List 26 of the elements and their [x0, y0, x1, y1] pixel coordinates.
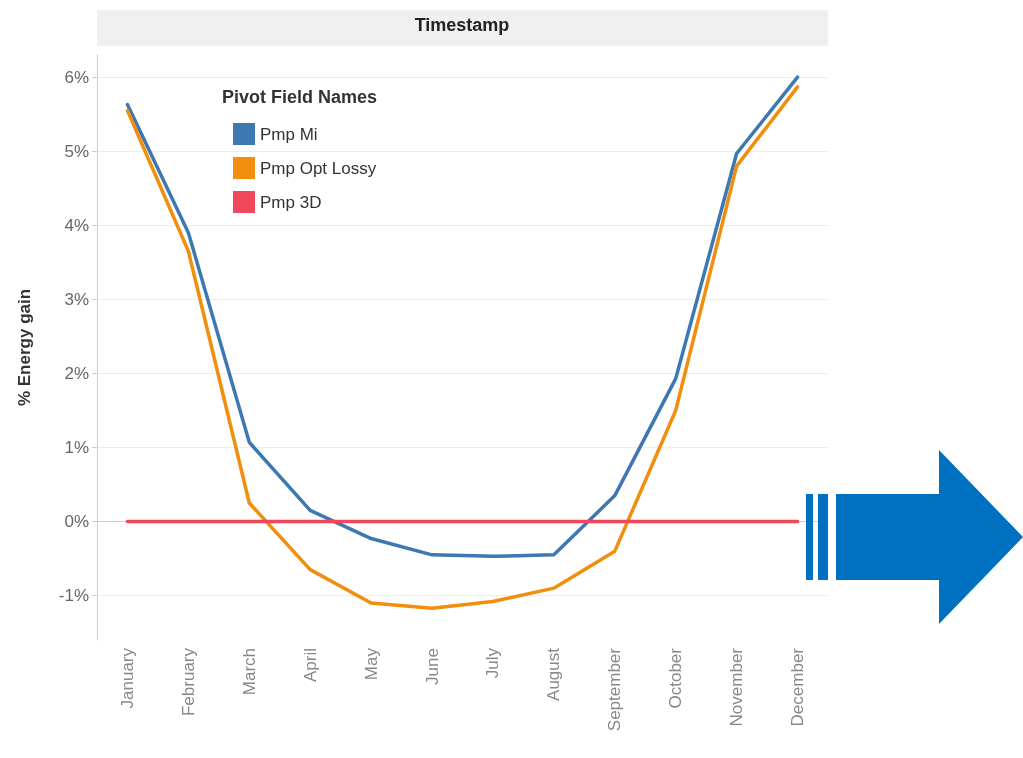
y-tick-label: 3% [64, 289, 89, 309]
legend-label: Pmp 3D [260, 192, 322, 212]
x-tick-label: November [727, 647, 747, 727]
y-tick-label: -1% [58, 586, 89, 606]
y-tick-label: 5% [64, 141, 89, 161]
x-tick-label: December [788, 647, 808, 727]
x-tick-label: October [666, 647, 686, 709]
y-tick-label: 2% [64, 363, 89, 383]
chart-title: Timestamp [414, 15, 510, 35]
x-tick-label: February [178, 647, 198, 717]
x-tick-label: September [605, 647, 625, 732]
x-tick-label: August [544, 647, 564, 701]
legend-label: Pmp Mi [260, 124, 318, 144]
y-tick-label: 6% [64, 67, 89, 87]
x-tick-label: March [239, 648, 259, 696]
x-tick-label: June [422, 648, 442, 685]
y-axis-title: % Energy gain [15, 288, 34, 407]
x-tick-label: April [300, 648, 320, 683]
y-tick-label: 0% [64, 512, 89, 532]
legend-label: Pmp Opt Lossy [260, 158, 377, 178]
x-tick-label: July [483, 647, 503, 679]
y-tick-label: 4% [64, 215, 89, 235]
x-tick-label: May [361, 647, 381, 681]
y-tick-label: 1% [64, 437, 89, 457]
x-tick-label: January [117, 647, 137, 709]
legend-title: Pivot Field Names [222, 87, 378, 107]
